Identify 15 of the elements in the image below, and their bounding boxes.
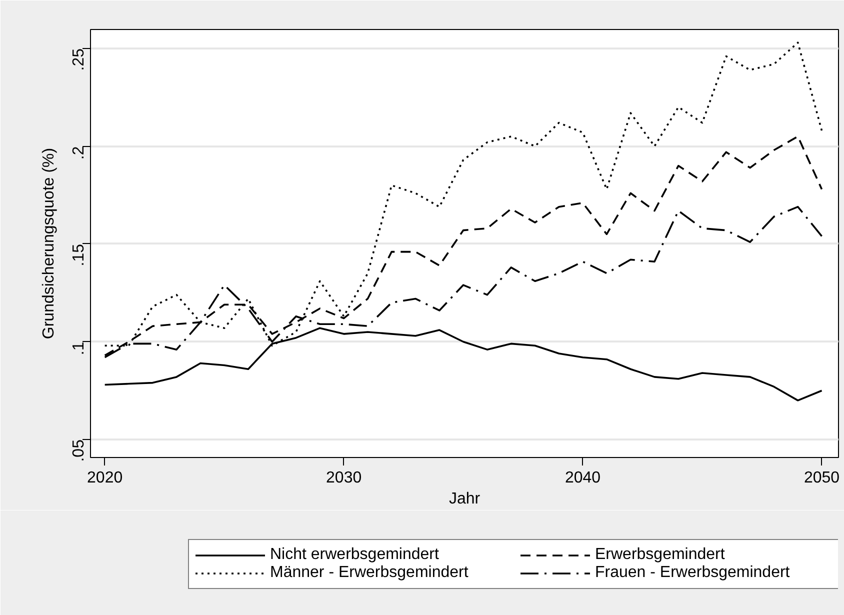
y-tick-label: .05: [70, 439, 88, 462]
legend-label: Frauen - Erwerbsgemindert: [595, 564, 791, 582]
x-axis-title: Jahr: [448, 490, 481, 508]
y-axis-title: Grundsicherungsquote (%): [40, 148, 58, 340]
y-tick-label: .2: [70, 146, 88, 160]
x-tick-label: 2040: [564, 470, 601, 486]
legend-label: Erwerbsgemindert: [595, 546, 726, 564]
y-tick-label: .1: [70, 342, 88, 356]
y-tick-label: .15: [70, 244, 88, 266]
legend-label: Männer - Erwerbsgemindert: [270, 564, 470, 582]
x-tick-label: 2050: [804, 470, 840, 486]
legend-label: Nicht erwerbsgemindert: [270, 546, 440, 564]
y-tick-label: .25: [70, 48, 88, 71]
x-tick-label: 2020: [87, 470, 123, 486]
x-tick-label: 2030: [326, 470, 362, 486]
